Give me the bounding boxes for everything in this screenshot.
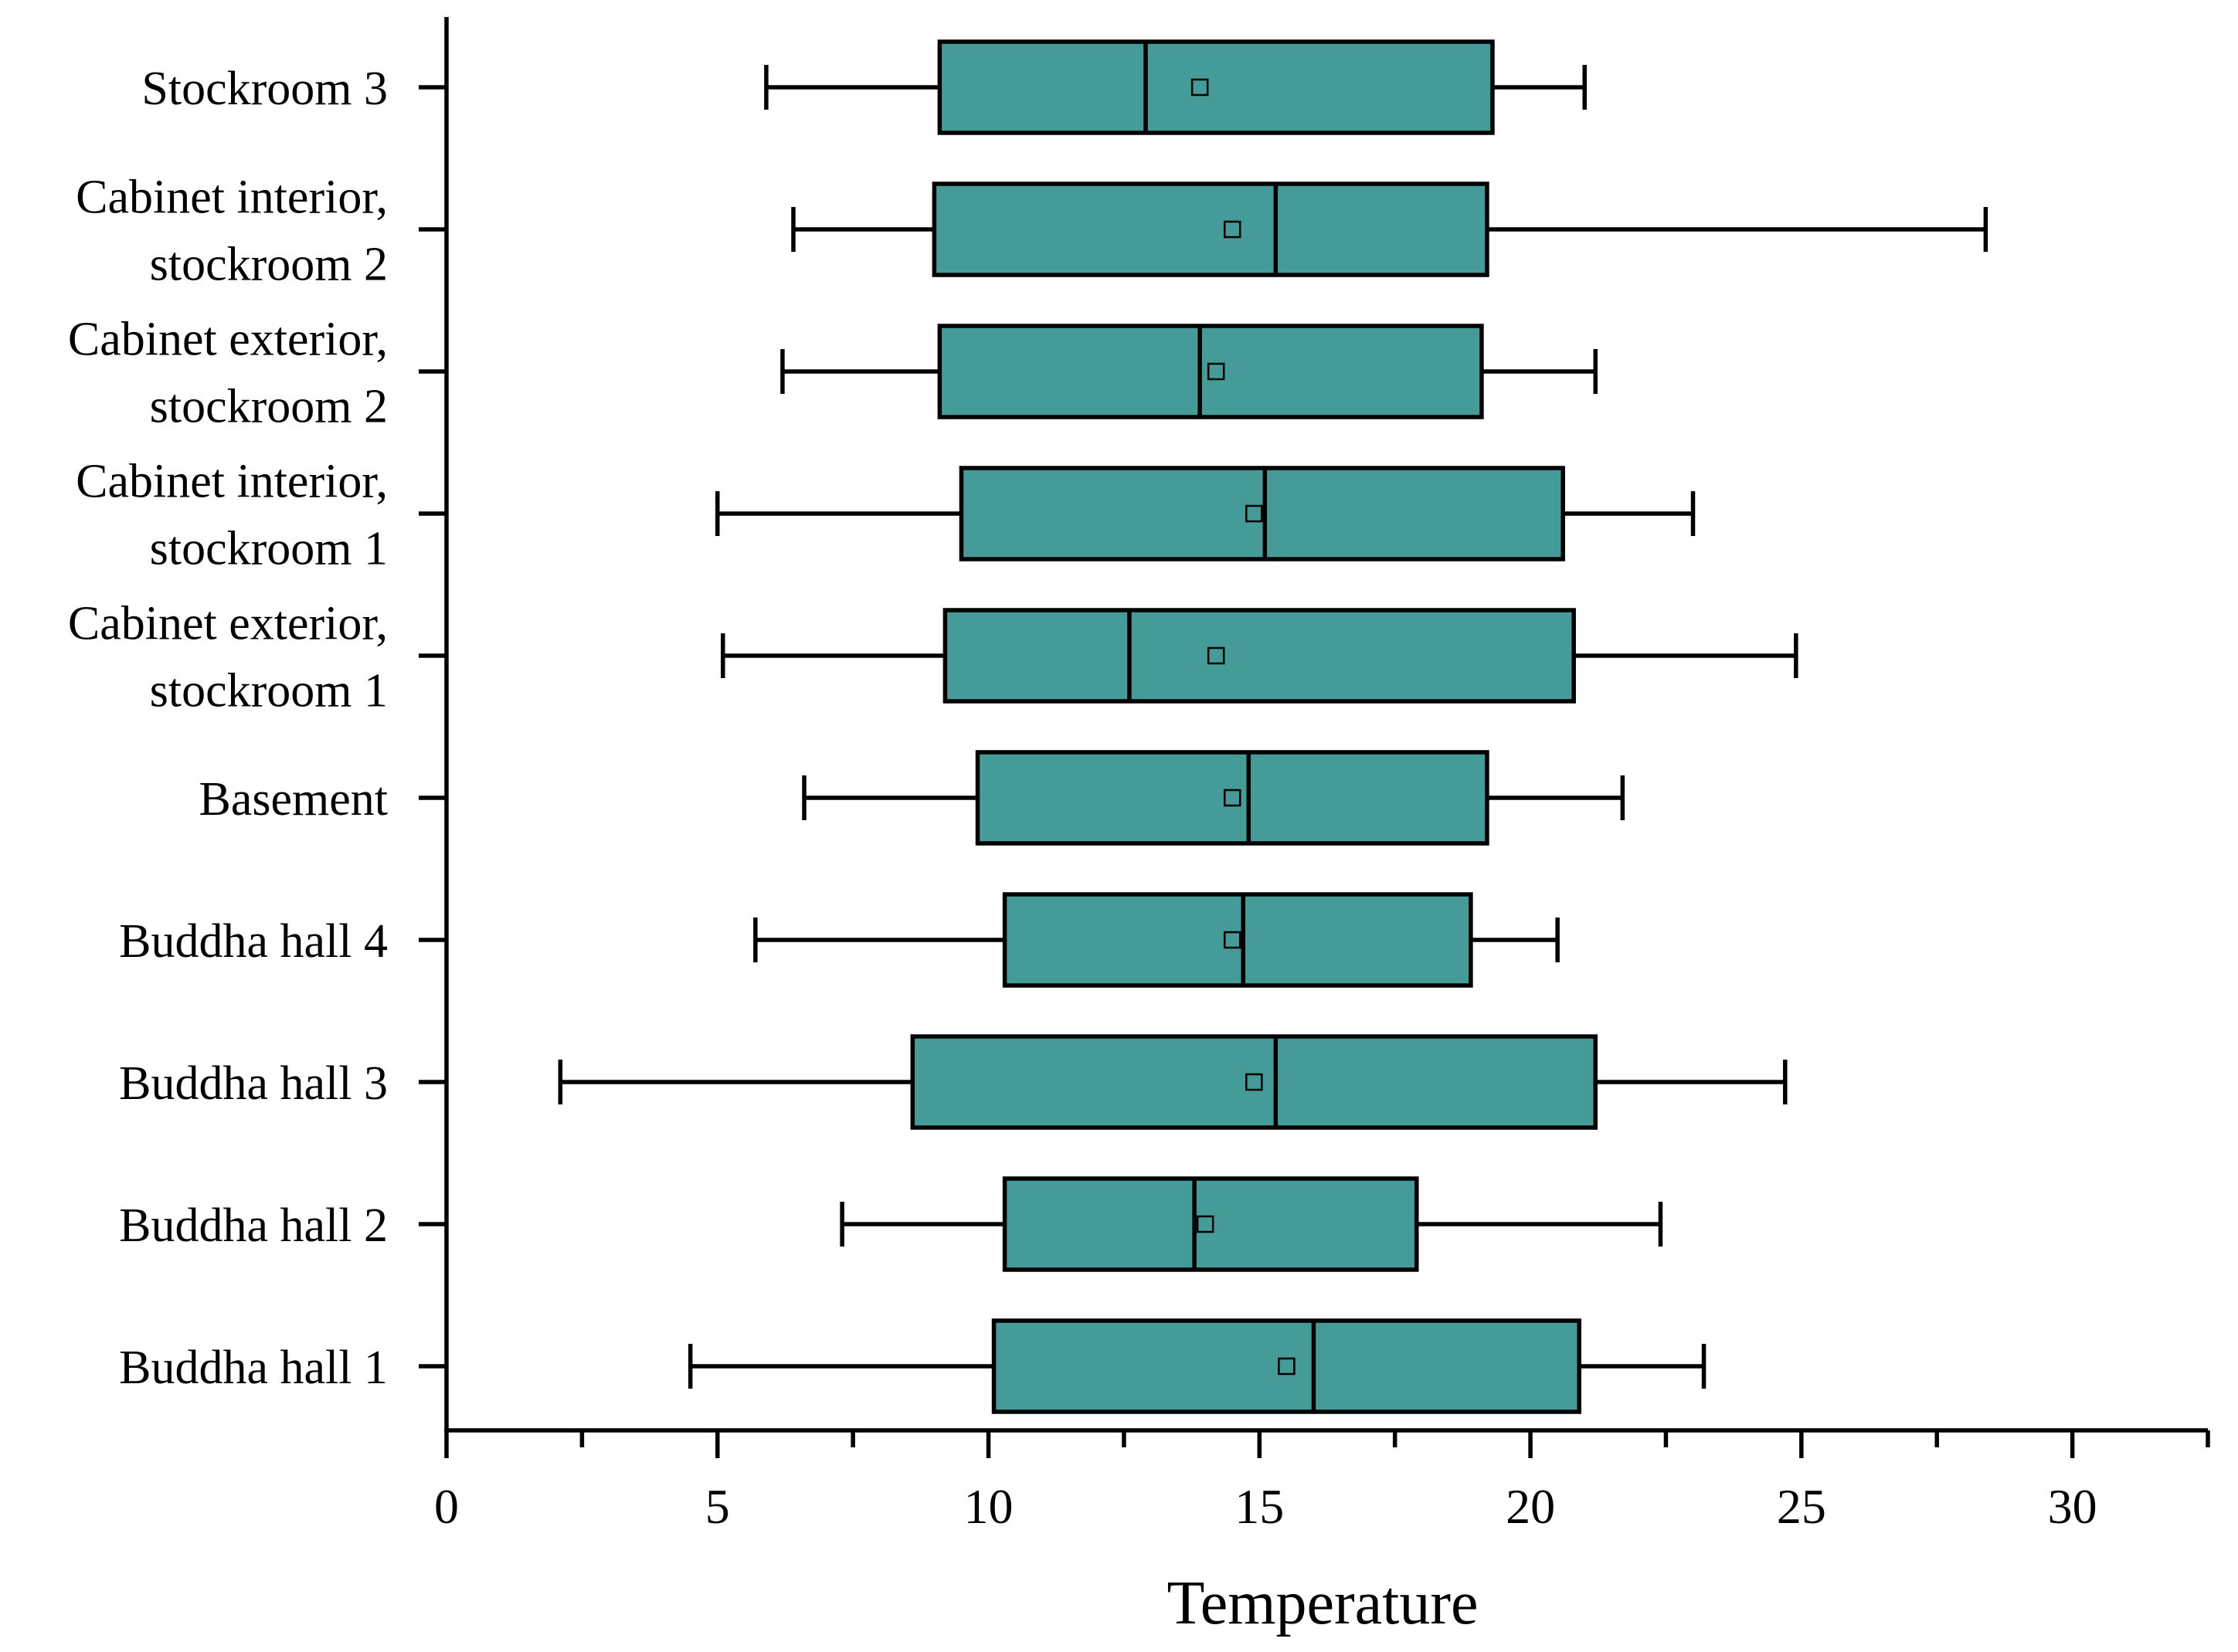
box-series-3 bbox=[715, 466, 1696, 561]
iqr-box bbox=[932, 181, 1489, 277]
box-series-5 bbox=[802, 750, 1625, 846]
mean-marker bbox=[1245, 1073, 1263, 1091]
y-tick-label-line: Buddha hall 3 bbox=[119, 1057, 388, 1110]
y-tick-label-7: Buddha hall 3 bbox=[119, 1057, 388, 1110]
mean-marker bbox=[1207, 646, 1225, 665]
y-tick-label-line: Buddha hall 1 bbox=[119, 1342, 388, 1394]
x-tick-label: 10 bbox=[964, 1479, 1014, 1534]
y-tick-label-1: Cabinet interior, stockroom 2 bbox=[76, 171, 388, 291]
mean-marker bbox=[1223, 789, 1241, 807]
iqr-box bbox=[991, 1318, 1581, 1414]
y-tick-label-line: Cabinet exterior, bbox=[68, 598, 388, 650]
y-tick-label-line: stockroom 2 bbox=[150, 239, 388, 291]
iqr-box bbox=[937, 324, 1484, 419]
mean-marker bbox=[1223, 931, 1241, 949]
y-tick-label-4: Cabinet exterior, stockroom 1 bbox=[68, 598, 388, 717]
y-tick-label-2: Cabinet exterior, stockroom 2 bbox=[68, 314, 388, 433]
box-series-1 bbox=[791, 181, 1988, 277]
mean-marker bbox=[1190, 78, 1209, 97]
mean-marker bbox=[1207, 362, 1225, 381]
iqr-box bbox=[1002, 892, 1473, 988]
y-tick-label-line: Stockroom 3 bbox=[141, 63, 388, 115]
box-series-8 bbox=[840, 1176, 1663, 1272]
box-series-6 bbox=[753, 892, 1560, 988]
y-tick-label-line: Basement bbox=[199, 773, 389, 826]
x-axis-title: Temperature bbox=[1167, 1569, 1478, 1637]
iqr-box bbox=[942, 608, 1576, 704]
y-tick-label-line: stockroom 1 bbox=[150, 665, 388, 717]
box-series-0 bbox=[764, 39, 1587, 135]
mean-marker bbox=[1278, 1357, 1296, 1376]
y-tick-label-line: stockroom 1 bbox=[150, 523, 388, 575]
y-tick-label-9: Buddha hall 1 bbox=[119, 1342, 388, 1394]
y-tick-label-line: Cabinet interior, bbox=[76, 456, 388, 508]
x-tick-label: 25 bbox=[1777, 1479, 1826, 1534]
y-tick-label-8: Buddha hall 2 bbox=[119, 1199, 388, 1252]
box-series-2 bbox=[780, 324, 1598, 419]
x-tick-label: 0 bbox=[434, 1479, 459, 1534]
x-tick-label: 5 bbox=[705, 1479, 730, 1534]
mean-marker bbox=[1245, 504, 1263, 523]
y-tick-label-line: Cabinet interior, bbox=[76, 171, 388, 224]
y-tick-label-6: Buddha hall 4 bbox=[119, 915, 388, 968]
x-tick-label: 15 bbox=[1234, 1479, 1284, 1534]
y-tick-label-line: Buddha hall 4 bbox=[119, 915, 388, 968]
mean-marker bbox=[1196, 1215, 1214, 1233]
y-tick-label-0: Stockroom 3 bbox=[141, 63, 388, 115]
box-series-7 bbox=[558, 1034, 1788, 1130]
box-series-4 bbox=[721, 608, 1798, 704]
x-tick-label: 30 bbox=[2048, 1479, 2097, 1534]
x-tick-label: 20 bbox=[1506, 1479, 1555, 1534]
y-tick-label-5: Basement bbox=[199, 773, 389, 826]
iqr-box bbox=[1002, 1176, 1419, 1272]
iqr-box bbox=[975, 750, 1489, 846]
iqr-box bbox=[937, 39, 1495, 135]
mean-marker bbox=[1223, 220, 1241, 239]
y-tick-label-line: Cabinet exterior, bbox=[68, 314, 388, 366]
y-tick-label-line: Buddha hall 2 bbox=[119, 1199, 388, 1252]
iqr-box bbox=[910, 1034, 1598, 1130]
y-tick-label-3: Cabinet interior, stockroom 1 bbox=[76, 456, 388, 575]
y-tick-label-line: stockroom 2 bbox=[150, 381, 388, 433]
box-series-9 bbox=[688, 1318, 1707, 1414]
plot-area bbox=[558, 39, 1988, 1414]
